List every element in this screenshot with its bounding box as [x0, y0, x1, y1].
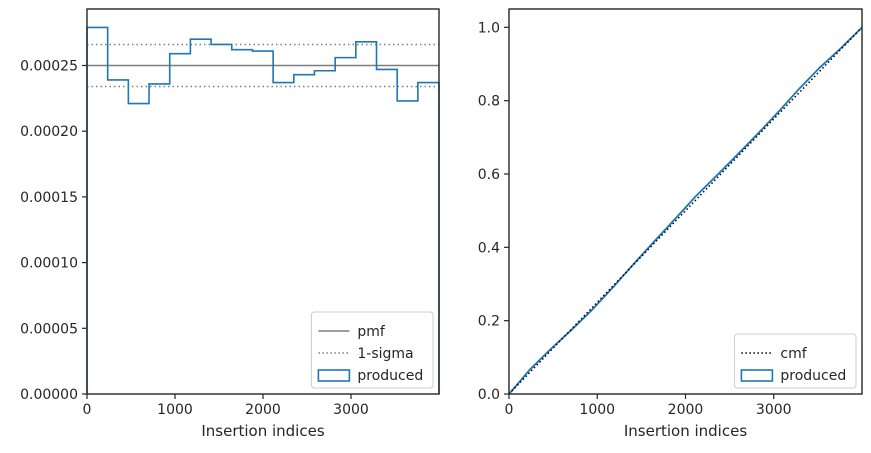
legend-label: 1-sigma — [357, 346, 413, 362]
y-tick-label: 0.00020 — [20, 124, 78, 140]
x-tick-label: 1000 — [579, 402, 615, 418]
cmf-panel: 0 1000 2000 3000 0.0 0.2 0.4 0.6 0.8 1.0 Insertion… — [478, 8, 863, 440]
y-tick-label: 0.00025 — [20, 59, 78, 75]
x-tick-label: 0 — [505, 402, 514, 418]
y-tick-label: 0.00000 — [20, 387, 78, 403]
produced-histogram — [86, 26, 440, 394]
legend-swatch-produced — [317, 369, 351, 382]
y-tick-label: 0.4 — [478, 240, 500, 256]
legend-box — [733, 333, 857, 389]
y-tick-label: 0.2 — [478, 314, 500, 330]
y-tick-label: 0.0 — [478, 387, 500, 403]
y-tick-label: 0.00015 — [20, 190, 78, 206]
x-tick-label: 0 — [83, 402, 92, 418]
legend-label: cmf — [780, 346, 807, 362]
y-tick-label: 0.00010 — [20, 256, 78, 272]
x-tick-label: 2000 — [245, 402, 281, 418]
axes-frame — [86, 8, 440, 395]
histogram-panel: 0 1000 2000 3000 0.00000 0.00005 0.00010 0.0001… — [20, 8, 440, 440]
x-tick-label: 2000 — [668, 402, 704, 418]
y-tick-label: 0.6 — [478, 167, 500, 183]
legend-swatch-produced — [740, 369, 774, 382]
x-tick-label: 3000 — [756, 402, 792, 418]
legend-label: produced — [780, 368, 846, 384]
x-axis-label: Insertion indices — [201, 422, 324, 440]
axes-frame — [508, 8, 863, 395]
y-tick-label: 1.0 — [478, 20, 500, 36]
y-tick-label: 0.8 — [478, 94, 500, 110]
legend-label: pmf — [357, 324, 386, 340]
cmf-line — [508, 26, 863, 395]
y-tick-label: 0.00005 — [20, 321, 78, 337]
x-tick-label: 1000 — [157, 402, 193, 418]
x-axis-label: Insertion indices — [624, 422, 747, 440]
legend-label: produced — [357, 368, 423, 384]
x-tick-label: 3000 — [333, 402, 369, 418]
